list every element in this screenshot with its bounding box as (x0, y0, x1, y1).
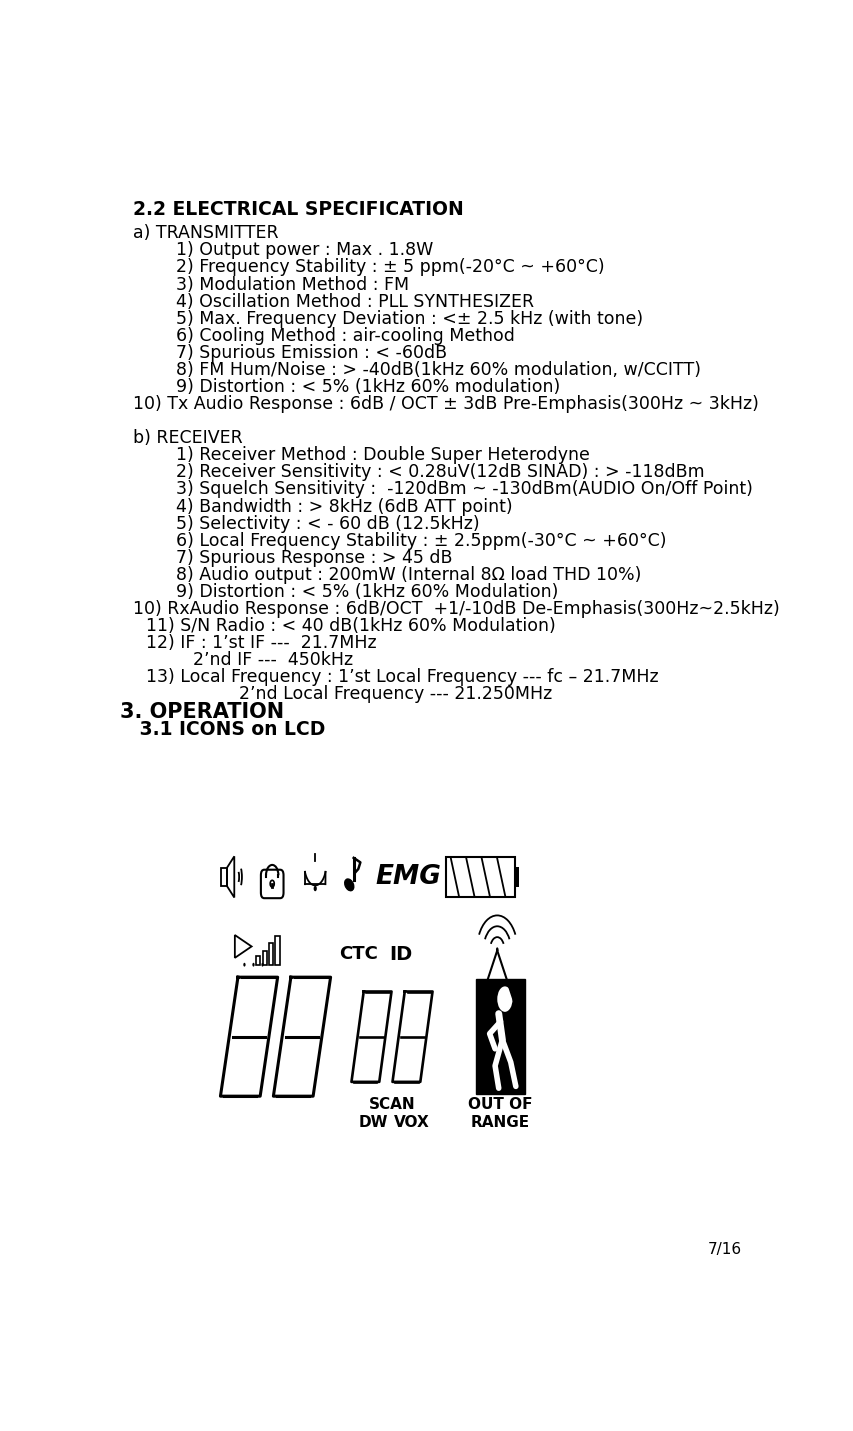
Text: 1) Output power : Max . 1.8W: 1) Output power : Max . 1.8W (176, 242, 433, 259)
Text: ID: ID (389, 944, 412, 963)
Text: 6) Local Frequency Stability : ± 2.5ppm(-30°C ~ +60°C): 6) Local Frequency Stability : ± 2.5ppm(… (176, 532, 666, 550)
Text: 9) Distortion : < 5% (1kHz 60% Modulation): 9) Distortion : < 5% (1kHz 60% Modulatio… (176, 582, 558, 601)
Text: 3.1 ICONS on LCD: 3.1 ICONS on LCD (119, 720, 325, 738)
Circle shape (243, 963, 246, 966)
Text: 6) Cooling Method : air-cooling Method: 6) Cooling Method : air-cooling Method (176, 326, 514, 345)
Text: 1) Receiver Method : Double Super Heterodyne: 1) Receiver Method : Double Super Hetero… (176, 446, 589, 464)
Text: DW: DW (358, 1115, 388, 1130)
Text: 9) Distortion : < 5% (1kHz 60% modulation): 9) Distortion : < 5% (1kHz 60% modulatio… (176, 378, 560, 396)
Text: 8) Audio output : 200mW (Internal 8Ω load THD 10%): 8) Audio output : 200mW (Internal 8Ω loa… (176, 565, 641, 584)
Text: 5) Max. Frequency Deviation : <± 2.5 kHz (with tone): 5) Max. Frequency Deviation : <± 2.5 kHz… (176, 309, 642, 328)
Text: 5) Selectivity : < - 60 dB (12.5kHz): 5) Selectivity : < - 60 dB (12.5kHz) (176, 515, 479, 532)
Text: 4) Bandwidth : > 8kHz (6dB ATT point): 4) Bandwidth : > 8kHz (6dB ATT point) (176, 498, 513, 515)
Bar (515, 867, 519, 887)
Text: 7/16: 7/16 (707, 1242, 741, 1256)
Text: 3. OPERATION: 3. OPERATION (119, 703, 284, 723)
Text: 7) Spurious Response : > 45 dB: 7) Spurious Response : > 45 dB (176, 548, 452, 567)
Text: 2) Frequency Stability : ± 5 ppm(-20°C ~ +60°C): 2) Frequency Stability : ± 5 ppm(-20°C ~… (176, 259, 604, 276)
Circle shape (496, 986, 512, 1012)
Text: 11) S/N Radio : < 40 dB(1kHz 60% Modulation): 11) S/N Radio : < 40 dB(1kHz 60% Modulat… (147, 617, 555, 635)
Text: 2’nd IF ---  450kHz: 2’nd IF --- 450kHz (193, 651, 352, 670)
Text: 2) Receiver Sensitivity : < 0.28uV(12dB SINAD) : > -118dBm: 2) Receiver Sensitivity : < 0.28uV(12dB … (176, 464, 704, 481)
Text: SCAN: SCAN (368, 1098, 415, 1112)
Bar (269, 943, 273, 964)
Bar (475, 979, 525, 1095)
Circle shape (261, 963, 264, 966)
Text: b) RECEIVER: b) RECEIVER (133, 429, 243, 448)
Text: 10) Tx Audio Response : 6dB / OCT ± 3dB Pre-Emphasis(300Hz ~ 3kHz): 10) Tx Audio Response : 6dB / OCT ± 3dB … (133, 395, 758, 414)
Text: 13) Local Frequency : 1’st Local Frequency --- fc – 21.7MHz: 13) Local Frequency : 1’st Local Frequen… (147, 668, 659, 687)
Text: 10) RxAudio Response : 6dB/OCT  +1/-10dB De-Emphasis(300Hz~2.5kHz): 10) RxAudio Response : 6dB/OCT +1/-10dB … (133, 600, 779, 618)
Text: OUT OF: OUT OF (467, 1098, 532, 1112)
Bar (445, 857, 515, 897)
Text: EMG: EMG (374, 864, 440, 890)
Text: CTC: CTC (339, 944, 377, 963)
Text: VOX: VOX (393, 1115, 429, 1130)
Text: 12) IF : 1’st IF ---  21.7MHz: 12) IF : 1’st IF --- 21.7MHz (147, 634, 377, 653)
Circle shape (496, 947, 498, 952)
Bar (262, 950, 266, 964)
Circle shape (252, 963, 254, 966)
Text: 4) Oscillation Method : PLL SYNTHESIZER: 4) Oscillation Method : PLL SYNTHESIZER (176, 292, 534, 311)
Text: a) TRANSMITTER: a) TRANSMITTER (133, 225, 279, 242)
Text: 2’nd Local Frequency --- 21.250MHz: 2’nd Local Frequency --- 21.250MHz (239, 685, 552, 704)
Text: 7) Spurious Emission : < -60dB: 7) Spurious Emission : < -60dB (176, 343, 447, 362)
Text: 3) Modulation Method : FM: 3) Modulation Method : FM (176, 276, 409, 293)
Bar (256, 956, 260, 964)
Text: 2.2 ELECTRICAL SPECIFICATION: 2.2 ELECTRICAL SPECIFICATION (133, 200, 463, 219)
Text: 8) FM Hum/Noise : > -40dB(1kHz 60% modulation, w/CCITT): 8) FM Hum/Noise : > -40dB(1kHz 60% modul… (176, 361, 700, 379)
Bar (275, 936, 279, 964)
Text: 3) Squelch Sensitivity :  -120dBm ~ -130dBm(AUDIO On/Off Point): 3) Squelch Sensitivity : -120dBm ~ -130d… (176, 481, 752, 498)
Ellipse shape (345, 879, 353, 890)
Circle shape (313, 886, 316, 892)
Text: RANGE: RANGE (471, 1115, 530, 1130)
